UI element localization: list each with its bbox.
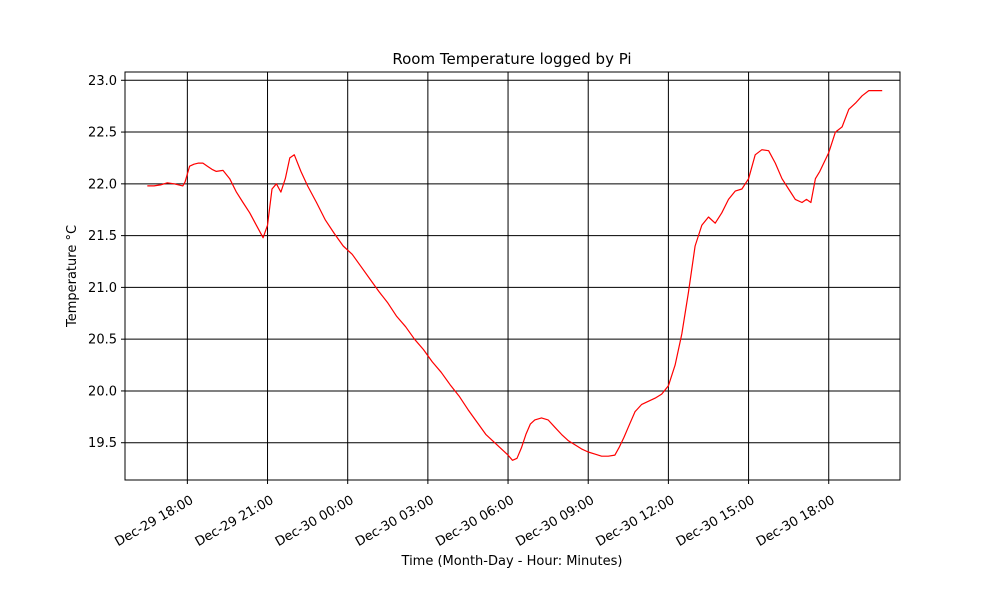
- y-tick-label: 20.5: [88, 333, 117, 348]
- temperature-line: [147, 89, 883, 461]
- plot-frame: [124, 71, 901, 481]
- y-axis-label: Temperature °C: [65, 225, 80, 328]
- y-tick-label: 19.5: [88, 436, 117, 451]
- x-axis-label: Time (Month-Day - Hour: Minutes): [401, 554, 623, 569]
- y-tick-label: 22.5: [88, 126, 117, 141]
- grid: [125, 72, 900, 480]
- y-tick-label: 21.0: [88, 281, 117, 296]
- y-tick-label: 22.0: [88, 177, 117, 192]
- y-tick-label: 23.0: [88, 74, 117, 89]
- chart-title: Room Temperature logged by Pi: [392, 50, 631, 68]
- y-tick-label: 21.5: [88, 229, 117, 244]
- y-tick-label: 20.0: [88, 384, 117, 399]
- y-axis: 19.5 20.0 20.5 21.0 21.5 22.0 22.5 23.0: [88, 74, 125, 451]
- plot-area: [147, 89, 883, 461]
